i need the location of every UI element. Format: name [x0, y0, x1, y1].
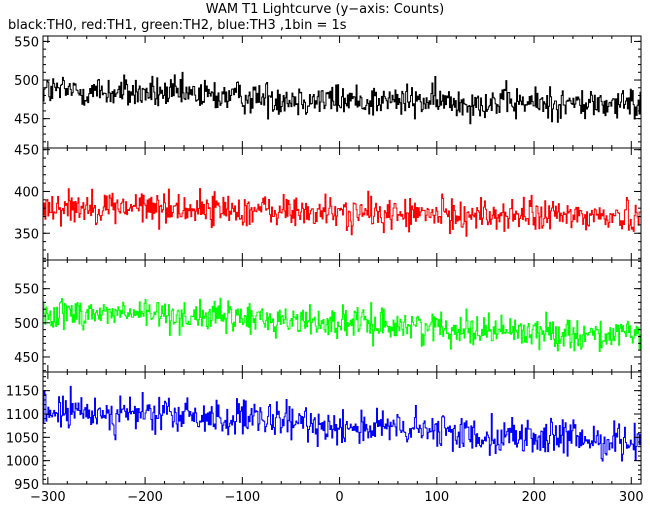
series-th1 — [43, 188, 641, 237]
x-tick-label: 0 — [335, 490, 343, 505]
panel-th2: 450 500 550 — [14, 259, 642, 373]
y-tick-label: 400 — [14, 185, 39, 200]
y-tick-label: 500 — [14, 317, 39, 332]
x-axis: −300 −200 −100 0 100 200 300 — [30, 490, 644, 505]
y-tick-label: 350 — [14, 227, 39, 242]
series-th0 — [43, 71, 641, 125]
chart-title: WAM T1 Lightcurve (y−axis: Counts) — [205, 2, 445, 17]
chart-subtitle: black:TH0, red:TH1, green:TH2, blue:TH3 … — [8, 18, 347, 33]
y-tick-label: 1150 — [6, 385, 39, 400]
y-tick-label: 450 — [14, 113, 39, 128]
series-th3 — [43, 385, 641, 462]
x-tick-label: −300 — [30, 490, 66, 505]
x-tick-label: −200 — [127, 490, 163, 505]
series-th2 — [43, 297, 641, 352]
x-tick-label: 200 — [522, 490, 547, 505]
panel-frame — [42, 147, 642, 261]
x-tick-label: −100 — [224, 490, 260, 505]
y-tick-label: 550 — [14, 283, 39, 298]
y-tick-label: 950 — [14, 478, 39, 493]
y-tick-label: 1050 — [6, 431, 39, 446]
y-tick-label: 500 — [14, 74, 39, 89]
panel-frame — [42, 371, 642, 485]
y-tick-label: 1000 — [6, 455, 39, 470]
y-tick-label: 450 — [14, 351, 39, 366]
x-tick-label: 300 — [619, 490, 644, 505]
panels-group: 450 500 550 350 400 450 450 500 550 950 1000 1050 11… — [6, 35, 642, 493]
y-tick-label: 550 — [14, 35, 39, 50]
x-tick-label: 100 — [424, 490, 449, 505]
y-tick-label: 1100 — [6, 408, 39, 423]
panel-th3: 950 1000 1050 1100 1150 — [6, 371, 642, 493]
y-tick-label: 450 — [14, 144, 39, 159]
panel-th1: 350 400 450 — [14, 144, 642, 261]
panel-th0: 450 500 550 — [14, 35, 642, 149]
